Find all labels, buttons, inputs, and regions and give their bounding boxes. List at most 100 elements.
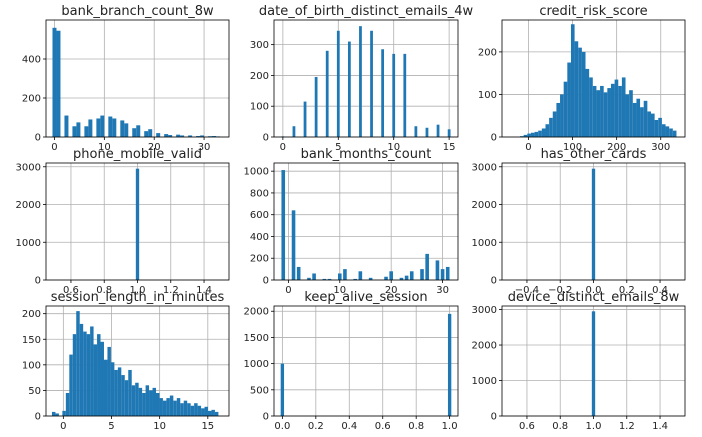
histogram-bar [447,313,452,416]
histogram-bar [93,344,98,416]
histogram-bar [97,334,101,416]
histogram-bar [368,277,373,280]
histogram-bar [76,311,80,416]
histogram-bar [62,410,66,416]
x-tick-label: 1.4 [652,421,668,432]
histogram-bar [55,413,59,416]
x-tick-label: 0 [60,421,66,432]
histogram-bar [100,341,104,416]
histogram-bar [312,273,316,280]
subplot-title: bank_branch_count_8w [61,4,214,19]
histogram-bar [520,136,524,137]
histogram-bar [79,323,84,416]
histogram-bar [600,85,604,137]
y-tick-label: 2000 [244,307,269,318]
histogram-bar [138,387,143,416]
histogram-bar [399,277,404,280]
histogram-bar [440,269,445,280]
y-tick-label: 0 [263,133,269,144]
y-tick-label: 400 [22,55,41,66]
histogram-bar [592,85,597,137]
histogram-bar [291,210,296,280]
histogram-bar [152,387,156,416]
y-tick-label: 0 [35,133,41,144]
histogram-bar [578,47,582,138]
histogram-bar [303,101,307,137]
x-tick-label: 0 [51,142,57,153]
y-tick-label: 400 [250,232,269,243]
y-tick-label: 1000 [472,238,497,249]
x-tick-label: 20 [385,285,398,296]
histogram-bar [72,126,77,137]
histogram-bar [425,127,429,137]
y-tick-label: 0 [491,276,497,287]
histogram-bar [607,88,611,137]
histogram-bar [669,128,673,137]
subplot-has_other_cards: −0.4 −0.2 0.0 0.2 0.4 0 1000 2000 3000 has_other_… [472,147,686,296]
histogram-bar [201,408,205,416]
histogram-bar [538,130,542,137]
histogram-bar [629,90,633,137]
histogram-bar [589,77,593,137]
histogram-bar [110,362,115,416]
histogram-bar [132,128,137,137]
histogram-bar [197,405,202,416]
histogram-bar [187,403,191,416]
histogram-bar [347,41,351,138]
axes-frame [45,19,230,138]
histogram-bar [621,77,626,137]
histogram-bar [148,129,153,137]
histogram-bar [384,276,388,280]
histogram-bar [114,369,118,416]
histogram-bar [327,278,332,280]
histogram-bar [69,354,73,416]
x-tick-label: 10 [333,285,346,296]
subplot-title: has_other_cards [541,147,647,162]
histogram-bar [86,334,91,416]
histogram-bar [658,117,662,137]
x-tick-label: 1.0 [442,421,458,432]
axes-frame [273,305,459,417]
y-tick-label: 1000 [16,238,41,249]
histogram-bar [552,111,557,137]
histogram-bar [636,98,641,137]
histogram-bar [180,135,185,137]
histogram-bar [52,27,57,137]
histogram-bar [135,168,140,280]
histogram-bar [65,392,70,416]
x-tick-label: 0.2 [619,285,635,296]
histogram-bar [76,122,81,137]
x-tick-label: 0.6 [519,421,535,432]
histogram-bar [585,68,590,137]
histogram-bar [425,253,429,280]
histogram-bar [166,398,170,416]
histogram-bar [281,170,286,280]
x-tick-label: 1.2 [619,421,635,432]
histogram-bar [107,346,111,416]
histogram-bar [447,129,451,137]
y-tick-label: 100 [250,102,269,113]
histogram-bar [169,395,174,416]
histogram-bar [168,135,173,137]
histogram-bar [570,24,575,137]
histogram-bar [159,398,163,416]
histogram-bar [156,133,161,137]
histogram-bar [296,266,301,280]
histogram-bar [336,30,340,138]
x-tick-label: 0.8 [408,421,424,432]
histogram-bar [530,132,535,137]
y-tick-label: 2000 [16,200,41,211]
y-tick-label: 3000 [16,162,41,173]
histogram-bar [100,115,105,137]
subplot-title: bank_months_count [301,147,432,162]
y-tick-label: 3000 [472,305,497,316]
histogram-bar [120,120,125,137]
histogram-bar [409,271,414,280]
x-tick-label: 15 [201,421,214,432]
histogram-bar [436,124,440,137]
histogram-bar [307,277,311,280]
x-tick-label: 20 [148,142,161,153]
histogram-bar [672,130,677,137]
x-tick-label: 1.4 [196,285,212,296]
